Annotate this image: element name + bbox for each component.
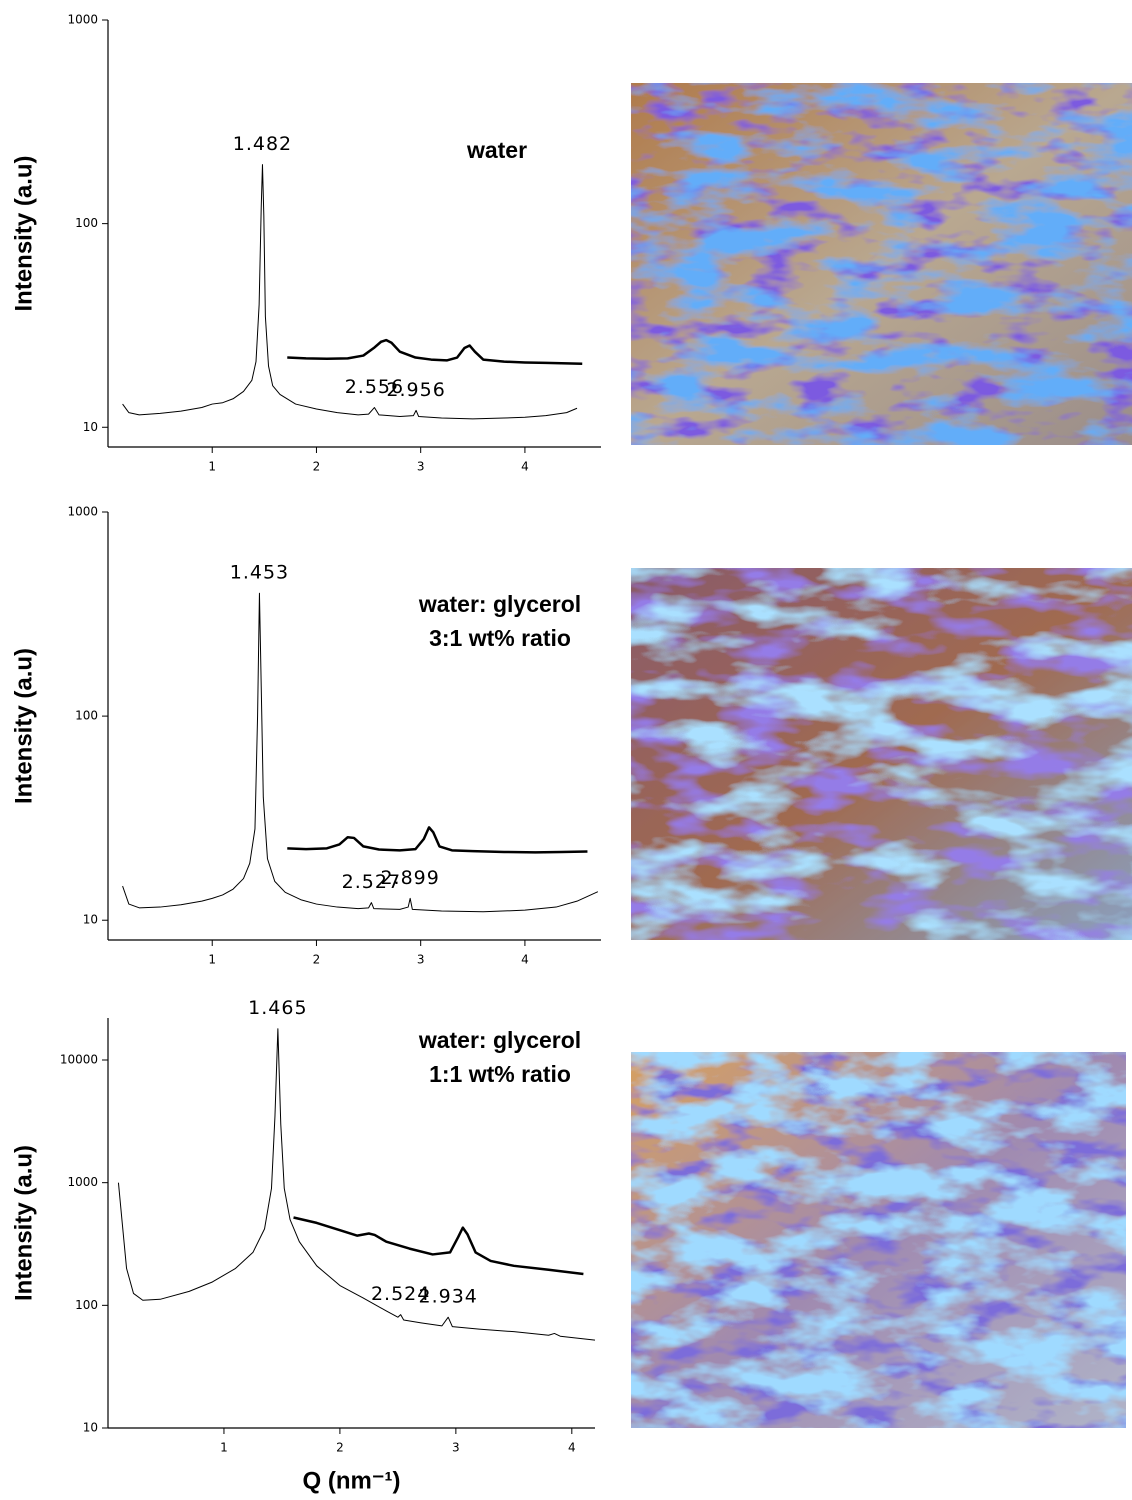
- y-axis-label: Intensity (a.u): [10, 648, 37, 804]
- data-line: [287, 826, 588, 854]
- x-tick-label: 4: [521, 953, 529, 967]
- y-tick-label: 1000: [67, 505, 98, 519]
- y-tick-label: 10: [83, 913, 98, 927]
- x-tick-label: 1: [208, 953, 216, 967]
- condition-label: water: glycerol: [418, 1027, 581, 1053]
- y-axis-label: Intensity (a.u): [10, 1145, 37, 1301]
- x-tick-label: 4: [521, 460, 529, 474]
- x-tick-label: 3: [452, 1441, 460, 1455]
- data-line: [287, 338, 583, 366]
- y-tick-label: 10: [83, 1421, 98, 1435]
- x-tick-label: 1: [220, 1441, 228, 1455]
- y-axis-label: Intensity (a.u): [10, 155, 37, 311]
- data-line: [122, 592, 599, 913]
- x-tick-label: 2: [313, 953, 321, 967]
- peak-label: 2.899: [380, 867, 439, 889]
- x-tick-label: 3: [417, 460, 425, 474]
- micrograph: [631, 1052, 1126, 1428]
- condition-label: water: glycerol: [418, 591, 581, 617]
- peak-label: 1.453: [230, 562, 289, 584]
- condition-label: water: [466, 137, 527, 163]
- peak-label: 2.556: [345, 376, 404, 398]
- y-tick-label: 1000: [67, 13, 98, 27]
- y-tick-label: 10: [83, 420, 98, 434]
- peak-label: 1.465: [248, 997, 307, 1019]
- data-line: [293, 1216, 584, 1276]
- x-tick-label: 2: [313, 460, 321, 474]
- y-tick-label: 100: [75, 216, 98, 230]
- y-tick-label: 100: [75, 709, 98, 723]
- condition-label: 3:1 wt% ratio: [429, 625, 571, 651]
- data-line: [117, 1028, 596, 1341]
- x-tick-label: 3: [417, 953, 425, 967]
- x-axis-label: Q (nm⁻¹): [303, 1467, 401, 1494]
- x-tick-label: 4: [568, 1441, 576, 1455]
- x-tick-label: 2: [336, 1441, 344, 1455]
- condition-label: 1:1 wt% ratio: [429, 1061, 571, 1087]
- peak-label: 2.527: [342, 871, 401, 893]
- y-tick-label: 1000: [67, 1175, 98, 1189]
- y-tick-label: 10000: [60, 1053, 98, 1067]
- y-tick-label: 100: [75, 1298, 98, 1312]
- data-line: [122, 164, 578, 420]
- micrograph: [631, 83, 1132, 445]
- micrograph: [631, 568, 1132, 940]
- x-tick-label: 1: [208, 460, 216, 474]
- peak-label: 2.934: [419, 1286, 478, 1308]
- peak-label: 2.956: [386, 379, 445, 401]
- peak-label: 2.524: [371, 1283, 430, 1305]
- peak-label: 1.482: [233, 133, 292, 155]
